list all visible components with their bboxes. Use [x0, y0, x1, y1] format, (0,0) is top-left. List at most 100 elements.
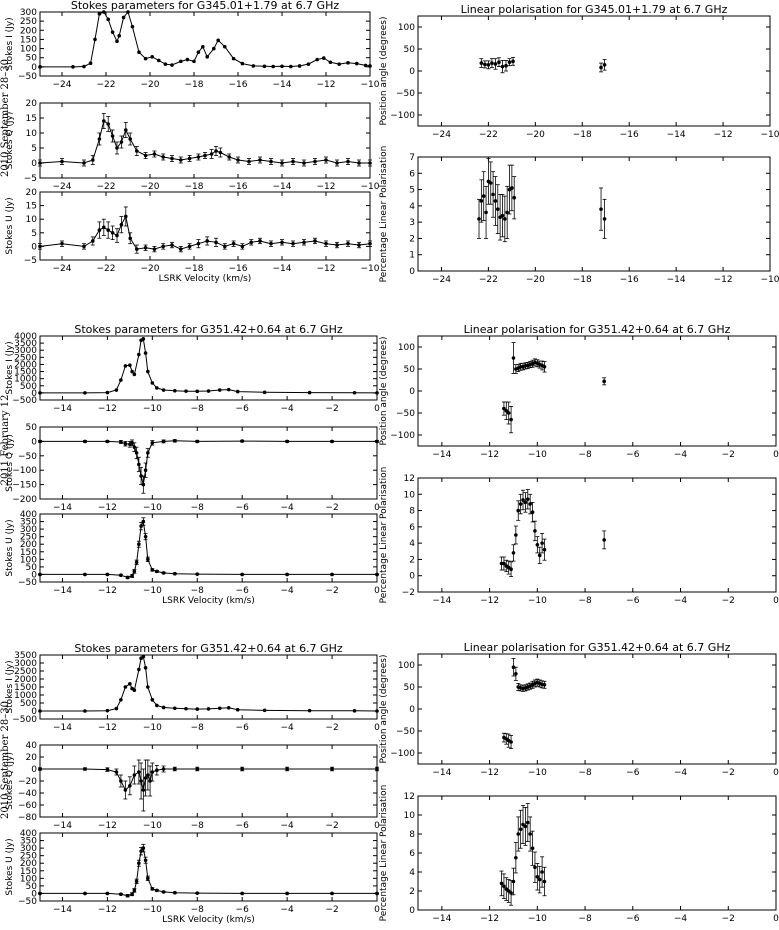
r1-i-title: Stokes parameters for G345.01+1.79 at 6.…: [71, 0, 339, 12]
r3-i-xtick-label: −10: [143, 723, 162, 733]
r1-i-ytick-label: 250: [20, 17, 37, 27]
r1-q-point: [357, 161, 361, 165]
r2-i-point: [375, 391, 379, 395]
r2-pl-point: [523, 500, 528, 505]
r3-q-ytick-label: 20: [26, 753, 38, 763]
r1-u-point: [97, 228, 102, 232]
r2-pl-xtick-label: −12: [480, 596, 499, 606]
r2-i-point: [150, 381, 155, 385]
r3-q-point: [195, 767, 200, 771]
r3-q-point: [114, 770, 119, 774]
r2-u-point: [134, 560, 139, 565]
r3-u-point: [285, 891, 289, 896]
r1-q-point: [346, 159, 350, 164]
r2-q-point: [38, 439, 42, 444]
r3-u-ytick-label: 50: [26, 882, 38, 892]
r3-u-point: [161, 890, 166, 894]
r1-u-point: [110, 231, 115, 235]
r3-q-point: [137, 770, 141, 774]
r1-q-point: [335, 161, 339, 165]
r2-i-xtick-label: −10: [143, 404, 162, 414]
r2-i-point: [307, 390, 312, 395]
r1-i-point: [212, 46, 216, 51]
r1-u-point: [240, 244, 245, 249]
r1-pa-point: [602, 63, 607, 67]
r3-pl-ytick-label: 4: [409, 868, 415, 878]
r3-pa-point: [511, 665, 516, 669]
r1-q-ytick-label: 10: [26, 129, 38, 139]
r2-q-point: [137, 462, 141, 467]
r2-i-ytick-label: 4000: [14, 332, 37, 342]
r1-pl-xtick-label: −22: [479, 275, 498, 285]
r2-u-point: [195, 572, 200, 576]
r2-pa-xtick-label: −12: [480, 450, 499, 460]
r2-i-point: [83, 391, 87, 395]
r2-i-point: [206, 389, 211, 393]
r2-u-point: [161, 571, 166, 575]
r3-q-ytick-label: 40: [26, 741, 38, 751]
r3-pl-point: [528, 832, 532, 836]
r1-u-point: [119, 222, 124, 227]
r3-u-point: [83, 891, 87, 896]
r3-i-point: [375, 709, 379, 713]
r1-i-point: [355, 61, 359, 66]
r2-pa-ytick-label: 0: [409, 387, 415, 397]
r1-pl-point: [503, 217, 507, 221]
r2-u-xtick-label: −12: [98, 586, 117, 596]
r1-u-xlabel: LSRK Velocity (km/s): [159, 274, 252, 284]
r1-pa-point: [504, 63, 508, 68]
r2-u-point: [375, 572, 379, 577]
r1-pa-xtick-label: −10: [761, 130, 779, 140]
r1-q-point: [227, 155, 231, 159]
r1-pl-ytick-label: 2: [409, 234, 415, 244]
r1-u-point: [152, 247, 157, 251]
r3-u-xlabel: LSRK Velocity (km/s): [162, 915, 255, 925]
r1-u-xtick-label: −18: [185, 264, 204, 274]
r2-u-ytick-label: 100: [20, 555, 37, 565]
r1-pl-ytick-label: 6: [409, 169, 415, 179]
r2-i-point: [137, 352, 141, 357]
r1-i-point: [38, 65, 42, 69]
r3-u-ytick-label: 0: [31, 889, 37, 899]
r1-u-point: [223, 244, 227, 249]
r3-i-ytick-label: 500: [20, 699, 37, 709]
r2-i-point: [195, 389, 200, 394]
r3-i-point: [114, 706, 119, 711]
r1-i-point: [280, 64, 284, 69]
r2-pa-xtick-label: −2: [722, 450, 735, 460]
r1-i-ytick-label: 0: [31, 63, 37, 73]
r3-q-point: [285, 767, 289, 771]
r3-pl-point: [542, 879, 547, 884]
r1-pl-point: [602, 217, 607, 221]
r2-q-frame: [39, 426, 378, 500]
r2-i-point: [38, 391, 42, 395]
r1-q-point: [247, 159, 251, 164]
r1-q-point: [302, 161, 306, 165]
r3-u-ytick-label: 250: [20, 852, 37, 862]
r2-q-point: [143, 468, 148, 473]
r3-u-ytick-label: 100: [20, 874, 37, 884]
r1-i-point: [110, 30, 115, 34]
r1-pl-xtick-label: −24: [432, 275, 451, 285]
r1-q-point: [258, 158, 262, 162]
r2-q-point: [83, 439, 87, 444]
r2-u-xtick-label: −6: [236, 586, 250, 596]
r3-u-point: [132, 888, 137, 893]
r1-u-xtick-label: −10: [361, 264, 380, 274]
r1-q-point: [179, 158, 183, 162]
r1-u-point: [205, 239, 209, 243]
r1-i-point: [157, 58, 161, 63]
r1-u-point: [368, 241, 372, 246]
r1-u-point: [357, 243, 361, 247]
r3-i-point: [184, 706, 188, 711]
r3-pl-point: [502, 884, 506, 889]
r1-pa-xtick-label: −24: [432, 130, 451, 140]
r3-u-point: [141, 846, 146, 850]
r1-q-point: [97, 137, 102, 141]
r2-u-xlabel: LSRK Velocity (km/s): [162, 596, 255, 606]
r1-q-point: [280, 161, 284, 165]
r1-q-ytick-label: 5: [31, 144, 37, 154]
r2-u-ytick-label: −50: [18, 578, 37, 588]
r1-u-xtick-label: −16: [229, 264, 248, 274]
r3-i-xtick-label: −4: [280, 723, 294, 733]
